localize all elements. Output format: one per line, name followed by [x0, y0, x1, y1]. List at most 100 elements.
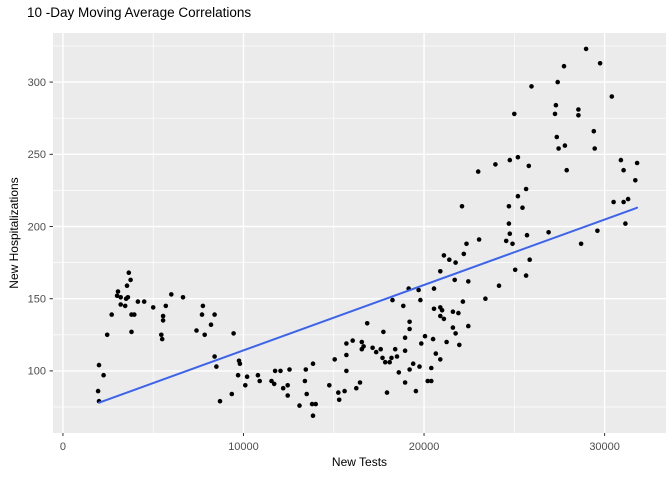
y-tick-labels: 100 150 200 250 300: [28, 77, 46, 378]
data-point: [357, 380, 363, 385]
y-axis-title: New Hospitalizations: [7, 177, 21, 289]
data-point: [141, 299, 147, 304]
data-point: [407, 319, 412, 325]
data-point: [552, 111, 558, 117]
data-point: [441, 253, 447, 258]
data-point: [515, 193, 521, 199]
data-point: [447, 257, 452, 263]
data-point: [109, 312, 114, 317]
data-point: [410, 361, 416, 367]
data-point: [453, 331, 458, 336]
data-point: [150, 305, 156, 310]
data-point: [389, 355, 394, 361]
data-point: [285, 383, 291, 388]
data-point: [378, 346, 384, 352]
data-point: [431, 306, 437, 312]
major-gridlines: [53, 33, 666, 433]
x-tick-labels: 0 10000 20000 30000: [60, 441, 620, 453]
data-point: [303, 367, 309, 372]
data-point: [202, 332, 207, 338]
data-point: [350, 338, 356, 343]
data-point: [523, 273, 529, 278]
data-point: [214, 364, 219, 369]
data-point: [344, 368, 349, 374]
data-point: [269, 378, 274, 384]
data-point: [272, 368, 278, 374]
data-point: [556, 146, 561, 151]
svg-text:200: 200: [28, 221, 46, 233]
data-point: [430, 336, 436, 342]
data-point: [633, 178, 638, 183]
data-point: [401, 303, 406, 309]
data-point: [422, 333, 428, 339]
data-point: [429, 378, 434, 384]
data-point: [396, 370, 402, 375]
data-point: [433, 351, 439, 356]
data-point: [332, 357, 338, 362]
data-point: [512, 267, 518, 273]
data-point: [407, 367, 412, 372]
data-point: [576, 113, 581, 118]
data-point: [200, 303, 206, 309]
svg-text:0: 0: [60, 441, 66, 453]
data-point: [199, 312, 205, 317]
data-point: [285, 393, 291, 398]
data-point: [507, 157, 513, 163]
data-point: [621, 199, 626, 205]
data-point: [460, 299, 466, 304]
data-point: [439, 308, 445, 313]
data-point: [384, 390, 390, 395]
data-point: [561, 63, 567, 69]
data-point: [609, 94, 615, 99]
data-point: [464, 241, 469, 247]
data-point: [524, 232, 530, 238]
data-point: [555, 79, 560, 85]
data-point: [413, 388, 419, 394]
chart-title: 10 -Day Moving Average Correlations: [27, 5, 252, 20]
data-point: [370, 345, 375, 351]
data-point: [114, 293, 120, 299]
data-point: [327, 383, 332, 388]
data-point: [344, 352, 349, 358]
data-point: [163, 303, 169, 309]
data-point: [128, 277, 133, 283]
data-point: [287, 367, 292, 372]
data-point: [553, 102, 559, 108]
data-point: [621, 167, 626, 173]
data-point: [101, 372, 106, 378]
data-point: [441, 316, 447, 322]
data-point: [118, 302, 123, 307]
panel-background: [53, 33, 666, 433]
data-point: [459, 204, 465, 209]
data-point: [438, 269, 443, 274]
data-point: [623, 221, 628, 226]
data-point: [583, 46, 589, 52]
x-axis-title: New Tests: [331, 455, 388, 469]
data-point: [235, 372, 241, 378]
data-point: [169, 292, 174, 297]
data-point: [476, 237, 482, 242]
data-point: [310, 361, 316, 367]
data-point: [564, 167, 569, 173]
data-point: [392, 346, 398, 352]
data-point: [429, 365, 434, 371]
data-point: [520, 205, 525, 210]
data-point: [461, 251, 467, 257]
svg-text:150: 150: [28, 294, 46, 306]
data-point: [231, 331, 236, 336]
data-point: [310, 413, 316, 419]
data-point: [418, 297, 423, 303]
data-point: [402, 380, 408, 385]
data-point: [496, 283, 502, 289]
data-point: [597, 61, 603, 66]
tick-marks: [49, 81, 606, 436]
data-point: [104, 332, 110, 338]
data-point: [243, 383, 248, 388]
data-point: [255, 372, 261, 378]
data-point: [160, 313, 166, 319]
data-point: [452, 277, 458, 283]
data-point: [394, 354, 400, 359]
data-point: [380, 355, 385, 361]
minor-gridlines: [53, 33, 666, 433]
